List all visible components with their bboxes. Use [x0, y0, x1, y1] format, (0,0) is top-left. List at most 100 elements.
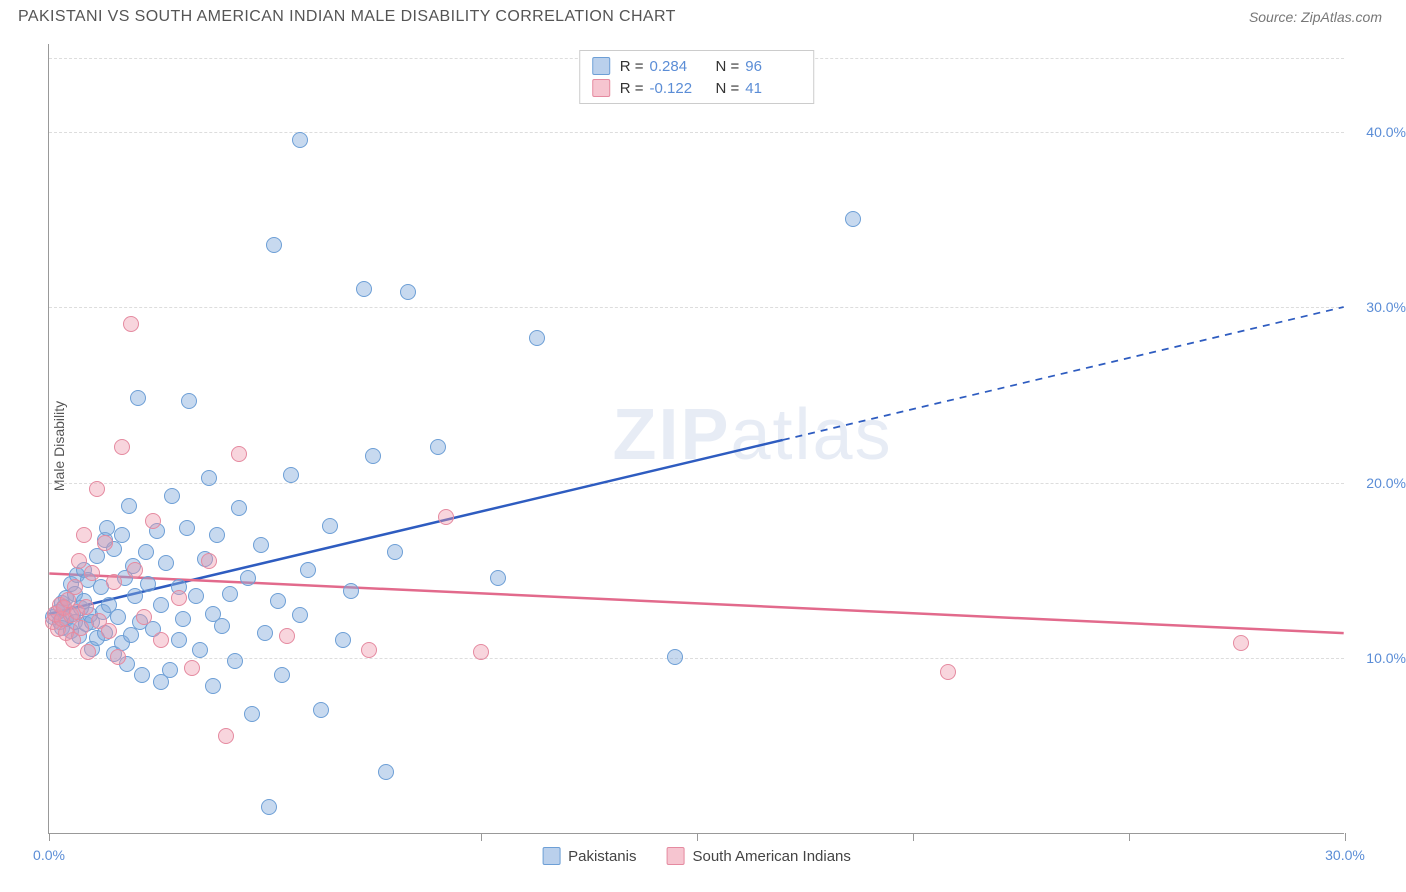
- data-point: [244, 706, 260, 722]
- data-point: [279, 628, 295, 644]
- r-value-series2: -0.122: [650, 80, 706, 97]
- data-point: [270, 593, 286, 609]
- legend-item-series1: Pakistanis: [542, 847, 636, 865]
- data-point: [430, 439, 446, 455]
- data-point: [78, 599, 94, 615]
- data-point: [266, 237, 282, 253]
- n-value-series1: 96: [745, 58, 801, 75]
- data-point: [335, 632, 351, 648]
- data-point: [114, 527, 130, 543]
- data-point: [67, 579, 83, 595]
- data-point: [257, 625, 273, 641]
- data-point: [140, 576, 156, 592]
- data-point: [283, 467, 299, 483]
- data-point: [164, 488, 180, 504]
- data-point: [130, 390, 146, 406]
- data-point: [261, 799, 277, 815]
- data-point: [473, 644, 489, 660]
- legend-label-series2: South American Indians: [692, 848, 850, 865]
- n-value-series2: 41: [745, 80, 801, 97]
- data-point: [292, 132, 308, 148]
- data-point: [175, 611, 191, 627]
- data-point: [222, 586, 238, 602]
- swatch-series1: [542, 847, 560, 865]
- data-point: [438, 509, 454, 525]
- data-point: [192, 642, 208, 658]
- x-tick: [697, 833, 698, 841]
- data-point: [292, 607, 308, 623]
- data-point: [205, 678, 221, 694]
- data-point: [101, 623, 117, 639]
- data-point: [106, 574, 122, 590]
- data-point: [134, 667, 150, 683]
- data-point: [181, 393, 197, 409]
- data-point: [667, 649, 683, 665]
- legend-row-series2: R = -0.122 N = 41: [592, 77, 802, 99]
- data-point: [136, 609, 152, 625]
- data-point: [162, 662, 178, 678]
- swatch-series1: [592, 57, 610, 75]
- data-point: [240, 570, 256, 586]
- data-point: [188, 588, 204, 604]
- x-tick: [481, 833, 482, 841]
- y-tick-label: 10.0%: [1366, 650, 1406, 666]
- data-point: [253, 537, 269, 553]
- y-tick-label: 40.0%: [1366, 124, 1406, 140]
- data-point: [89, 481, 105, 497]
- correlation-legend: R = 0.284 N = 96 R = -0.122 N = 41: [579, 50, 815, 104]
- data-point: [378, 764, 394, 780]
- r-label: R =: [620, 58, 644, 75]
- data-point: [361, 642, 377, 658]
- x-tick: [1129, 833, 1130, 841]
- data-point: [365, 448, 381, 464]
- source-attribution: Source: ZipAtlas.com: [1249, 9, 1382, 25]
- data-point: [179, 520, 195, 536]
- data-point: [231, 500, 247, 516]
- data-point: [171, 590, 187, 606]
- data-point: [127, 562, 143, 578]
- data-point: [97, 535, 113, 551]
- data-point: [138, 544, 154, 560]
- data-point: [322, 518, 338, 534]
- data-point: [121, 498, 137, 514]
- data-point: [214, 618, 230, 634]
- chart-title: PAKISTANI VS SOUTH AMERICAN INDIAN MALE …: [18, 8, 676, 26]
- y-tick-label: 20.0%: [1366, 475, 1406, 491]
- x-tick-label: 30.0%: [1325, 847, 1365, 863]
- data-point: [1233, 635, 1249, 651]
- data-point: [274, 667, 290, 683]
- data-point: [356, 281, 372, 297]
- data-point: [76, 527, 92, 543]
- data-point: [184, 660, 200, 676]
- data-point: [158, 555, 174, 571]
- data-point: [153, 632, 169, 648]
- data-point: [171, 632, 187, 648]
- data-point: [400, 284, 416, 300]
- legend-item-series2: South American Indians: [666, 847, 850, 865]
- data-point: [73, 620, 89, 636]
- swatch-series2: [592, 79, 610, 97]
- legend-row-series1: R = 0.284 N = 96: [592, 55, 802, 77]
- data-point: [209, 527, 225, 543]
- data-point: [231, 446, 247, 462]
- data-point: [71, 553, 87, 569]
- x-tick: [913, 833, 914, 841]
- swatch-series2: [666, 847, 684, 865]
- data-point: [300, 562, 316, 578]
- data-point: [490, 570, 506, 586]
- n-label: N =: [716, 58, 740, 75]
- data-point: [127, 588, 143, 604]
- data-point: [940, 664, 956, 680]
- data-point: [110, 649, 126, 665]
- data-point: [80, 644, 96, 660]
- data-point: [313, 702, 329, 718]
- data-point: [218, 728, 234, 744]
- data-point: [84, 565, 100, 581]
- data-point: [123, 316, 139, 332]
- data-point: [845, 211, 861, 227]
- r-value-series1: 0.284: [650, 58, 706, 75]
- legend-label-series1: Pakistanis: [568, 848, 636, 865]
- data-point: [110, 609, 126, 625]
- n-label: N =: [716, 80, 740, 97]
- data-point: [201, 470, 217, 486]
